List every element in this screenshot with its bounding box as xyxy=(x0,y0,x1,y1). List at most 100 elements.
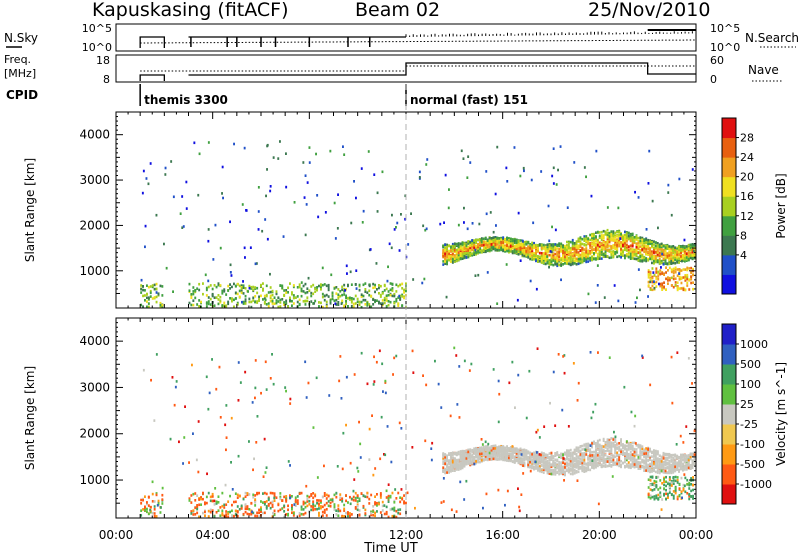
range-cell xyxy=(403,501,405,505)
range-cell xyxy=(448,249,450,253)
range-cell xyxy=(469,247,472,250)
range-cell xyxy=(157,501,160,504)
range-cell xyxy=(221,504,224,508)
range-cell xyxy=(241,203,244,206)
range-cell xyxy=(337,288,340,291)
range-cell xyxy=(372,513,375,517)
range-cell xyxy=(482,452,485,455)
range-cell xyxy=(645,259,648,263)
range-cell xyxy=(339,496,342,499)
range-cell xyxy=(596,255,599,259)
range-cell xyxy=(320,288,322,291)
range-cell xyxy=(205,288,208,292)
range-cell xyxy=(474,274,477,277)
range-cell xyxy=(405,501,407,505)
range-cell xyxy=(465,455,468,459)
range-cell xyxy=(368,284,371,288)
y-tick-label: 3000 xyxy=(79,173,110,187)
range-cell xyxy=(296,295,299,298)
range-cell xyxy=(585,235,588,238)
range-cell xyxy=(657,275,660,278)
range-cell xyxy=(624,242,626,245)
range-cell xyxy=(386,279,389,283)
range-cell xyxy=(517,461,520,464)
range-cell xyxy=(614,234,617,238)
range-cell xyxy=(442,466,445,469)
range-cell xyxy=(585,237,588,241)
range-cell xyxy=(683,257,686,261)
range-cell xyxy=(221,165,224,169)
range-cell xyxy=(668,260,671,264)
range-cell xyxy=(486,449,489,452)
range-cell xyxy=(668,262,671,266)
range-cell xyxy=(385,496,388,499)
range-cell xyxy=(587,256,590,260)
range-cell xyxy=(355,196,357,200)
range-cell xyxy=(341,515,344,519)
range-cell xyxy=(444,246,447,249)
range-cell xyxy=(554,246,557,249)
range-cell xyxy=(531,462,534,466)
range-cell xyxy=(475,449,477,453)
range-cell xyxy=(617,206,620,210)
range-cell xyxy=(367,150,370,153)
range-cell xyxy=(548,248,551,252)
range-cell xyxy=(198,288,201,292)
nsearch-label: N.Search xyxy=(745,31,799,45)
range-cell xyxy=(396,221,399,225)
range-cell xyxy=(549,250,552,253)
range-cell xyxy=(643,240,646,244)
range-cell xyxy=(661,284,664,288)
range-cell xyxy=(329,505,332,508)
range-cell xyxy=(457,463,460,466)
range-cell xyxy=(242,280,244,283)
range-cell xyxy=(442,263,445,266)
range-cell xyxy=(391,294,394,298)
range-cell xyxy=(489,211,492,214)
range-cell xyxy=(327,283,330,287)
range-cell xyxy=(668,245,671,248)
range-cell xyxy=(477,249,479,253)
range-cell xyxy=(453,466,456,469)
range-cell xyxy=(308,146,311,149)
range-cell xyxy=(194,513,197,516)
range-cell xyxy=(691,254,694,257)
range-cell xyxy=(558,263,561,267)
range-cell xyxy=(149,505,152,509)
range-cell xyxy=(523,250,526,254)
range-cell xyxy=(383,289,386,292)
range-cell xyxy=(579,242,582,246)
range-cell xyxy=(223,503,226,507)
range-cell xyxy=(620,241,622,244)
range-cell xyxy=(254,514,257,518)
range-cell xyxy=(596,230,599,234)
range-cell xyxy=(527,241,530,244)
range-cell xyxy=(389,508,392,511)
range-cell xyxy=(444,173,447,177)
range-cell xyxy=(248,513,251,516)
range-cell xyxy=(465,244,468,247)
range-cell xyxy=(465,241,468,245)
range-cell xyxy=(641,238,644,242)
range-cell xyxy=(647,182,650,185)
range-cell xyxy=(446,251,448,255)
range-cell xyxy=(385,287,388,291)
range-cell xyxy=(479,446,481,450)
range-cell xyxy=(637,268,640,271)
range-cell xyxy=(266,237,269,241)
range-cell xyxy=(194,289,197,292)
range-cell xyxy=(250,300,253,304)
range-cell xyxy=(207,285,210,289)
range-cell xyxy=(488,248,491,252)
range-cell xyxy=(223,506,226,509)
range-cell xyxy=(312,496,315,500)
range-cell xyxy=(581,237,584,241)
range-cell xyxy=(554,262,557,266)
range-cell xyxy=(345,494,347,497)
range-cell xyxy=(207,141,210,144)
range-cell xyxy=(463,256,466,260)
range-cell xyxy=(352,495,355,499)
range-cell xyxy=(654,260,657,264)
range-cell xyxy=(298,492,301,495)
range-cell xyxy=(502,450,505,454)
